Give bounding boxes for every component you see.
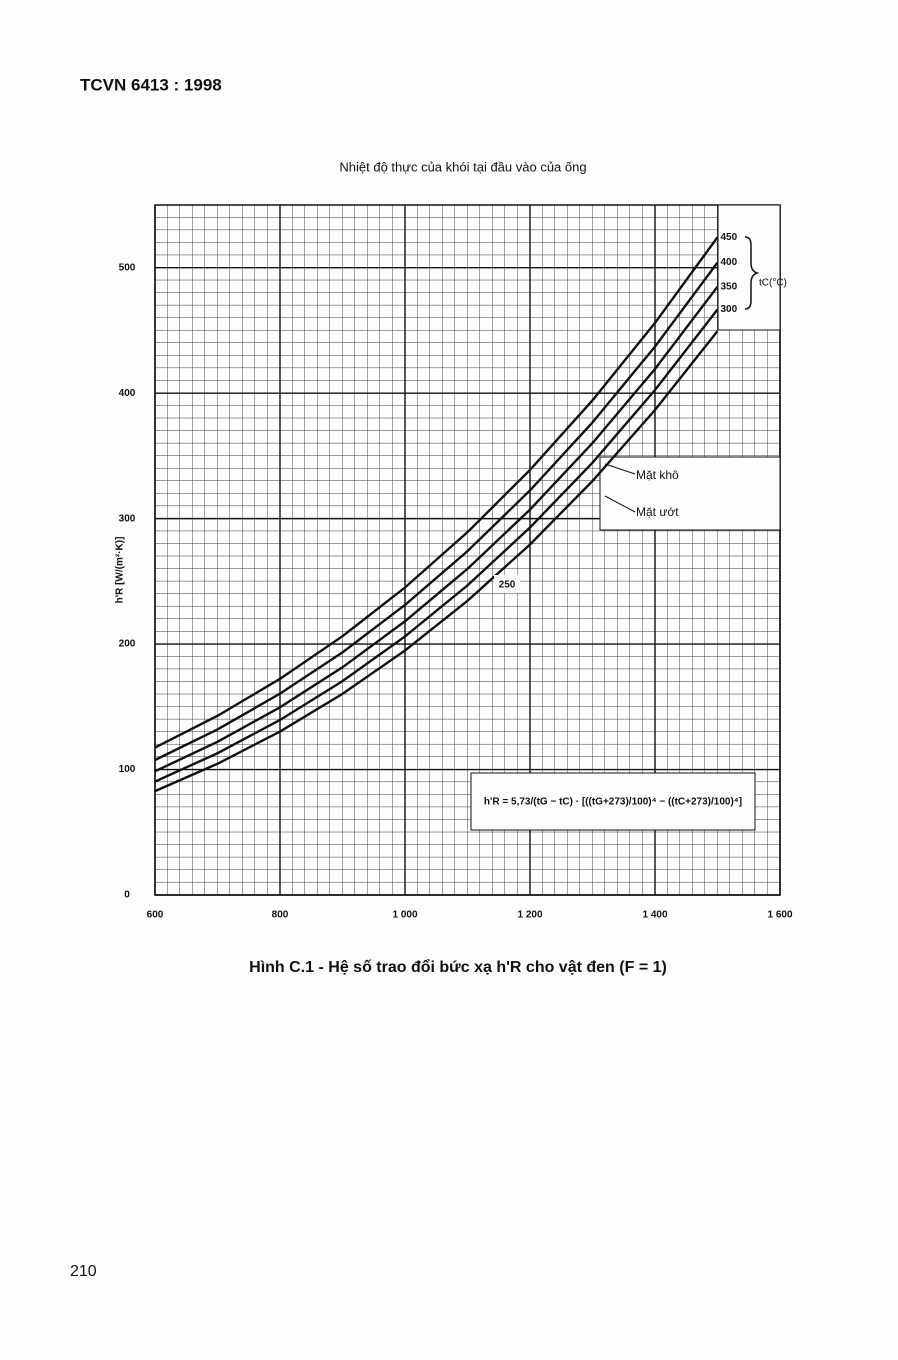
y-tick-label: 400 <box>119 388 136 399</box>
x-tick-label: 1 200 <box>517 910 542 921</box>
legend-label: 350 <box>721 281 738 292</box>
series-label: 250 <box>499 580 516 591</box>
legend-title: tC(°C) <box>759 278 787 289</box>
formula: h'R = 5,73/(tG − tC) · [((tG+273)/100)⁴ … <box>484 797 742 808</box>
formula-box <box>470 772 756 831</box>
y-tick-label: 500 <box>119 262 136 273</box>
chart-title: Nhiệt độ thực của khói tại đầu vào của ố… <box>339 159 586 174</box>
legend-label: 300 <box>721 304 738 315</box>
annotation: Mặt khô <box>636 468 679 482</box>
series-line <box>154 330 719 793</box>
legend-box <box>717 204 781 331</box>
x-tick-label: 1 600 <box>767 910 792 921</box>
annotation: Mặt ướt <box>636 505 679 519</box>
x-tick-label: 1 000 <box>392 910 417 921</box>
legend-label: 450 <box>721 232 738 243</box>
x-tick-label: 800 <box>272 910 289 921</box>
leader <box>604 495 636 513</box>
series-line <box>154 308 719 783</box>
x-tick-label: 600 <box>147 910 164 921</box>
leader <box>604 463 636 475</box>
page-number: 210 <box>70 1263 97 1280</box>
caption: Hình C.1 - Hệ số trao đổi bức xạ h'R cho… <box>249 958 667 976</box>
y-tick-label: 0 <box>124 890 130 901</box>
legend-brace <box>744 236 760 310</box>
series-line <box>154 236 719 749</box>
y-tick-label: 200 <box>119 639 136 650</box>
series-line <box>154 285 719 773</box>
legend-label: 400 <box>721 257 738 268</box>
y-tick-label: 300 <box>119 513 136 524</box>
x-tick-label: 1 400 <box>642 910 667 921</box>
y-tick-label: 100 <box>119 764 136 775</box>
y-axis-label: h'R [W/(m²·K)] <box>115 537 126 604</box>
label-bg <box>494 575 520 593</box>
annotation-box <box>599 456 781 531</box>
header: TCVN 6413 : 1998 <box>80 75 222 94</box>
series-line <box>154 261 719 762</box>
